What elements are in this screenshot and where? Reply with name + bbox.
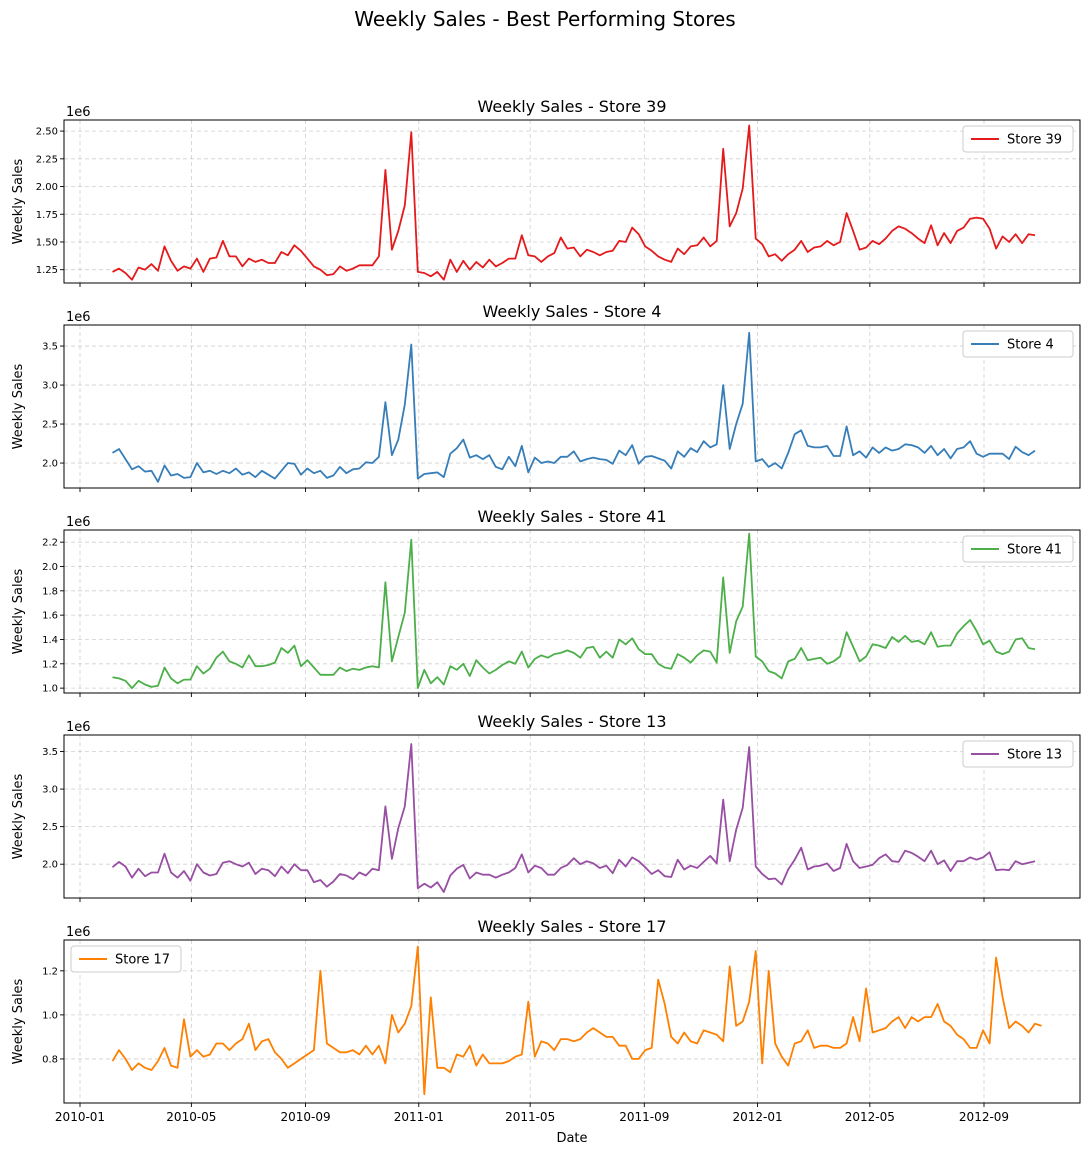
legend-label: Store 39: [1007, 133, 1062, 148]
y-axis-label: Weekly Sales: [11, 158, 26, 244]
legend-box: [70, 945, 182, 973]
legend-box: [962, 740, 1074, 768]
subplot-title: Weekly Sales - Store 17: [477, 917, 666, 936]
x-tick-label: 2010-05: [166, 1110, 216, 1124]
x-tick-label: 2011-09: [619, 1110, 669, 1124]
series-line: [112, 331, 1036, 483]
legend-label: Store 4: [1007, 338, 1054, 353]
x-tick-label: 2010-09: [280, 1110, 330, 1124]
y-tick-label: 2.5: [42, 822, 58, 833]
legend-label: Store 13: [1007, 748, 1062, 763]
x-tick-label: 2010-01: [55, 1110, 105, 1124]
legend-box: [962, 330, 1074, 358]
legend-label: Store 17: [115, 953, 170, 968]
x-axis-label: Date: [556, 1131, 587, 1146]
y-tick-label: 1.2: [42, 966, 58, 977]
x-tick-label: 2011-01: [394, 1110, 444, 1124]
y-tick-label: 1.8: [42, 586, 58, 597]
series-line: [111, 743, 1036, 893]
y-axis-label: Weekly Sales: [11, 978, 26, 1064]
legend-box: [962, 535, 1074, 563]
y-tick-label: 2.0: [42, 459, 58, 470]
series-line: [112, 124, 1036, 281]
legend: Store 13: [962, 740, 1074, 768]
y-tick-label: 1.25: [36, 265, 58, 276]
y-tick-label: 1.6: [42, 611, 58, 622]
y-tick-label: 1.2: [42, 659, 58, 670]
subplot-title: Weekly Sales - Store 13: [477, 712, 666, 731]
y-tick-label: 3.0: [42, 785, 58, 796]
y-axis-label: Weekly Sales: [11, 363, 26, 449]
subplot-title: Weekly Sales - Store 4: [483, 302, 662, 321]
subplots: 1.25 1.50 1.75 2.00 2.25 2.50 Weekly Sales - S…: [11, 97, 1081, 1124]
y-tick-label: 2.0: [42, 860, 58, 871]
y-tick-label: 2.00: [36, 182, 58, 193]
axes-frame: [63, 324, 1081, 489]
y-tick-label: 3.5: [42, 747, 58, 758]
y-tick-label: 1.75: [36, 210, 58, 221]
y-tick-label: 3.5: [42, 342, 58, 353]
y-axis-label: Weekly Sales: [11, 568, 26, 654]
axes-frame: [63, 529, 1081, 694]
y-tick-label: 2.50: [36, 127, 58, 138]
figure-title: Weekly Sales - Best Performing Stores: [354, 7, 735, 31]
y-tick-label: 2.5: [42, 420, 58, 431]
x-tick-label: 2012-01: [732, 1110, 782, 1124]
subplot-title: Weekly Sales - Store 41: [477, 507, 666, 526]
axes-frame: [63, 939, 1081, 1104]
y-tick-label: 0.8: [42, 1054, 58, 1065]
y-tick-label: 1.0: [42, 1010, 58, 1021]
legend: Store 41: [962, 535, 1074, 563]
x-tick-label: 2012-09: [959, 1110, 1009, 1124]
legend-box: [962, 125, 1074, 153]
legend-label: Store 41: [1007, 543, 1062, 558]
y-tick-label: 1.4: [42, 635, 58, 646]
y-tick-label: 2.2: [42, 538, 58, 549]
y-axis-label: Weekly Sales: [11, 773, 26, 859]
y-offset-label: 1e6: [66, 310, 91, 325]
series-line: [111, 945, 1042, 1096]
axes-frame: [63, 734, 1081, 899]
legend: Store 4: [962, 330, 1074, 358]
y-tick-label: 2.0: [42, 562, 58, 573]
series-line: [112, 532, 1036, 689]
y-offset-label: 1e6: [66, 720, 91, 735]
x-tick-label: 2011-05: [505, 1110, 555, 1124]
subplot-title: Weekly Sales - Store 39: [477, 97, 666, 116]
axes-frame: [63, 119, 1081, 284]
y-tick-label: 3.0: [42, 381, 58, 392]
y-offset-label: 1e6: [66, 925, 91, 940]
y-tick-label: 1.50: [36, 237, 58, 248]
y-offset-label: 1e6: [66, 515, 91, 530]
legend: Store 39: [962, 125, 1074, 153]
y-tick-label: 2.25: [36, 154, 58, 165]
x-tick-label: 2012-05: [845, 1110, 895, 1124]
y-tick-label: 1.0: [42, 684, 58, 695]
y-offset-label: 1e6: [66, 105, 91, 120]
legend: Store 17: [70, 945, 182, 973]
